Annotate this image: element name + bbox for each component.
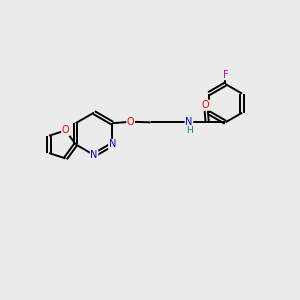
Text: N: N [185,117,193,127]
Text: O: O [127,117,134,127]
Text: F: F [223,70,228,80]
Text: O: O [202,100,210,110]
Text: O: O [62,125,69,135]
Text: N: N [90,150,98,160]
Text: H: H [186,126,193,135]
Text: N: N [109,140,116,149]
